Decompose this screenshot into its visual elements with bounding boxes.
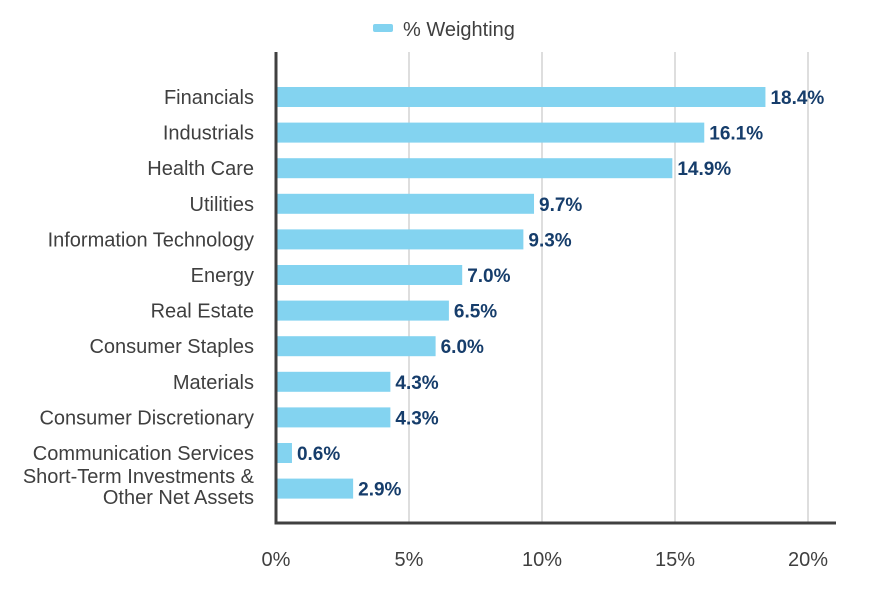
category-labels: Financials Industrials Health Care Utilitie… [23,87,255,509]
legend-swatch [373,24,393,32]
bar-5 [276,265,463,285]
category-label-11: Short-Term Investments & Other Net Assets [23,466,255,509]
axes [274,52,836,525]
chart-legend: % Weighting [373,19,515,41]
data-label-10: 0.6% [297,444,340,465]
data-label-1: 16.1% [709,124,763,145]
data-label-9: 4.3% [395,408,438,429]
bar-1 [276,122,705,143]
data-label-6: 6.5% [454,302,497,323]
x-tick-label-10: 10% [522,549,562,571]
bar-7 [276,336,436,357]
category-label-6: Real Estate [151,301,254,323]
category-label-5: Energy [191,265,254,287]
data-label-0: 18.4% [770,88,824,109]
data-label-5: 7.0% [467,266,510,287]
bar-6 [276,300,449,321]
category-label-4: Information Technology [48,229,254,251]
category-label-10: Communication Services [33,443,254,465]
bar-9 [276,407,391,428]
bar-3 [276,193,535,214]
category-label-1: Industrials [163,123,254,145]
x-tick-label-15: 15% [655,549,695,571]
bar-8 [276,371,391,392]
category-label-8: Materials [173,372,254,394]
category-label-7: Consumer Staples [89,336,254,358]
data-label-4: 9.3% [528,230,571,251]
x-tick-label-0: 0% [262,549,291,571]
category-label-0: Financials [164,87,254,109]
data-label-2: 14.9% [677,159,731,180]
data-labels: 18.4%16.1%14.9%9.7%9.3%7.0%6.5%6.0%4.3%4… [297,88,824,501]
bar-2 [276,158,673,179]
x-tick-label-20: 20% [788,549,828,571]
bar-4 [276,229,524,250]
category-label-9: Consumer Discretionary [39,407,254,429]
data-label-11: 2.9% [358,480,401,501]
bar-0 [276,87,766,107]
legend-label: % Weighting [403,19,515,41]
data-label-7: 6.0% [441,337,484,358]
x-tick-labels: 0% 5% 10% 15% 20% [262,549,829,571]
data-label-3: 9.7% [539,195,582,216]
category-label-2: Health Care [147,158,254,180]
bar-11 [276,478,354,499]
bar-10 [276,443,292,463]
x-tick-label-5: 5% [395,549,424,571]
data-label-8: 4.3% [395,373,438,394]
bars [276,87,766,499]
category-label-3: Utilities [190,194,254,216]
